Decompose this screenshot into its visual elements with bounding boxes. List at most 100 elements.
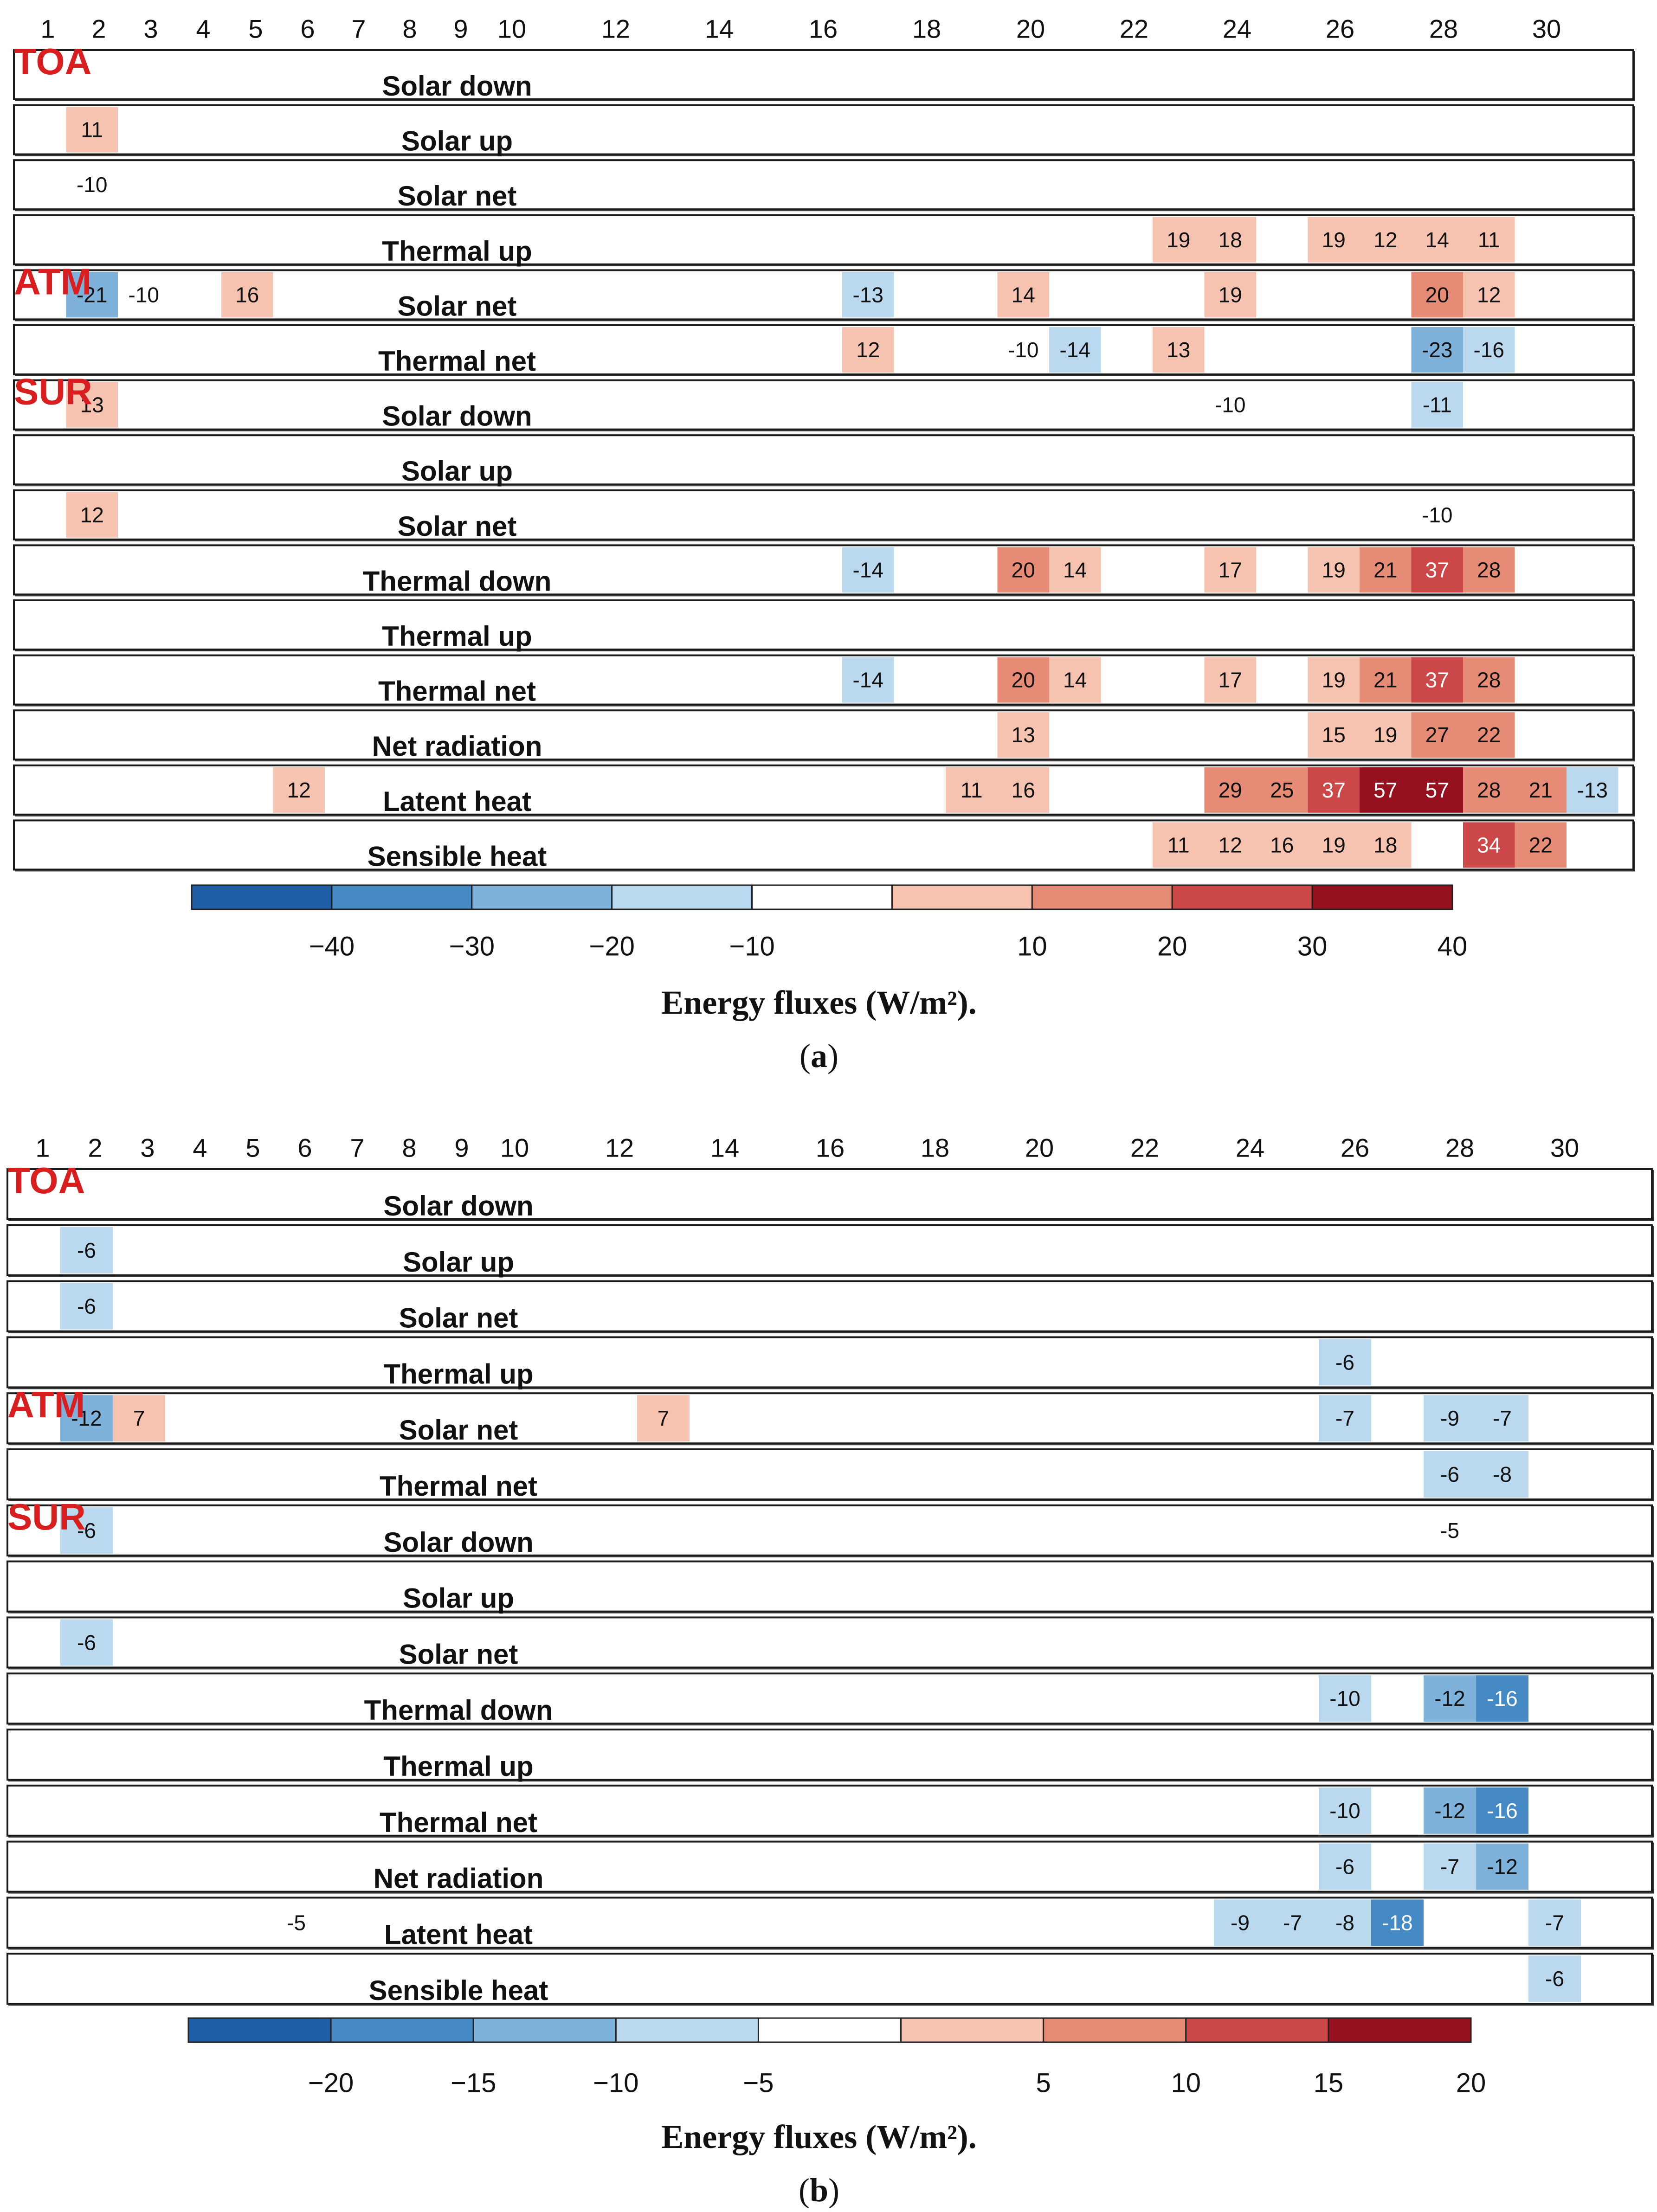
row-frame bbox=[6, 1280, 1653, 1332]
group-label: ATM bbox=[14, 261, 91, 302]
row-label: Solar up bbox=[403, 1583, 514, 1614]
row-label: Thermal down bbox=[363, 566, 552, 597]
x-tick-label: 16 bbox=[816, 1133, 845, 1163]
cell-value-label: 37 bbox=[1425, 558, 1449, 582]
x-tick-label: 28 bbox=[1445, 1133, 1474, 1163]
heatmap-cell bbox=[1319, 1675, 1371, 1722]
cell-value-label: 21 bbox=[1373, 668, 1397, 692]
cell-value-label: 14 bbox=[1012, 283, 1035, 307]
colorbar-segment bbox=[330, 2017, 474, 2043]
heatmap-cell bbox=[221, 272, 273, 318]
x-tick-label: 9 bbox=[454, 1133, 469, 1163]
heatmap-cell bbox=[1476, 1843, 1528, 1890]
heatmap-cell bbox=[1204, 547, 1256, 593]
heatmap-cell bbox=[1411, 492, 1463, 538]
row-label: Solar net bbox=[399, 1303, 518, 1334]
x-tick-label: 26 bbox=[1341, 1133, 1369, 1163]
heatmap-row: Solar down bbox=[13, 49, 1635, 102]
colorbar-tick-label: −20 bbox=[589, 932, 634, 962]
x-tick-label: 30 bbox=[1550, 1133, 1579, 1163]
row-label: Thermal net bbox=[378, 346, 536, 377]
heatmap-cell bbox=[1360, 547, 1412, 593]
heatmap-cell bbox=[1567, 767, 1618, 813]
heatmap-row: -10 -12 -16 Thermal net bbox=[6, 1784, 1654, 1838]
cell-value-label: 12 bbox=[80, 503, 104, 527]
heatmap-cell bbox=[1411, 217, 1463, 263]
cell-value-label: 17 bbox=[1219, 558, 1242, 582]
heatmap-cell bbox=[1204, 767, 1256, 813]
row-frame bbox=[13, 489, 1634, 540]
x-tick-label: 1 bbox=[35, 1133, 50, 1163]
cell-value-label: -18 bbox=[1382, 1910, 1412, 1935]
cell-value-label: -12 bbox=[1487, 1855, 1517, 1879]
cell-value-label: 12 bbox=[1477, 283, 1501, 307]
cell-value-label: 37 bbox=[1322, 778, 1346, 802]
colorbar-segment bbox=[1171, 884, 1313, 910]
heatmap-cell bbox=[1319, 1787, 1371, 1834]
x-tick-label: 6 bbox=[300, 14, 315, 44]
cell-value-label: -6 bbox=[77, 1630, 96, 1654]
heatmap-cell bbox=[1476, 1451, 1528, 1498]
row-label: Latent heat bbox=[383, 786, 531, 817]
cell-value-label: 28 bbox=[1477, 668, 1501, 692]
cell-value-label: 16 bbox=[1270, 833, 1294, 857]
row-label: Thermal up bbox=[382, 621, 532, 652]
heatmap-cell bbox=[842, 272, 894, 318]
heatmap-row: 13 -10 -11 Solar down bbox=[13, 379, 1635, 432]
heatmap-row: -12 7 7 -7 -9 -7 Solar net bbox=[6, 1392, 1654, 1446]
heatmap-cell bbox=[1308, 767, 1360, 813]
cell-value-label: 37 bbox=[1425, 668, 1449, 692]
heatmap-cell bbox=[1204, 272, 1256, 318]
x-tick-label: 24 bbox=[1223, 14, 1251, 44]
row-label: Solar down bbox=[382, 71, 532, 102]
heatmap-cell bbox=[1319, 1339, 1371, 1386]
heatmap-cell bbox=[60, 1507, 113, 1554]
x-tick-label: 28 bbox=[1429, 14, 1458, 44]
heatmap-cell bbox=[1049, 547, 1101, 593]
x-tick-label: 10 bbox=[497, 14, 526, 44]
row-label: Solar net bbox=[398, 290, 517, 322]
heatmap-row: -10 -12 -16 Thermal down bbox=[6, 1672, 1654, 1726]
figure-caption: Energy fluxes (W/m²). bbox=[661, 984, 977, 1021]
heatmap-cell bbox=[1463, 327, 1515, 373]
cell-value-label: -6 bbox=[1335, 1350, 1354, 1374]
cell-value-label: 22 bbox=[1477, 723, 1501, 747]
heatmap-row: -6 Thermal up bbox=[6, 1336, 1654, 1389]
heatmap-cell bbox=[270, 1899, 322, 1946]
heatmap-cell bbox=[66, 492, 118, 538]
heatmap-cell bbox=[997, 712, 1049, 758]
cell-value-label: -16 bbox=[1487, 1799, 1517, 1823]
heatmap-cell bbox=[1308, 217, 1360, 263]
row-frame bbox=[6, 1729, 1653, 1781]
row-label: Net radiation bbox=[372, 731, 542, 762]
heatmap-cell bbox=[842, 327, 894, 373]
heatmap-cell bbox=[60, 1619, 113, 1666]
colorbar-tick-label: 30 bbox=[1297, 932, 1328, 962]
group-label: SUR bbox=[14, 371, 92, 412]
cell-value-label: 12 bbox=[856, 338, 880, 362]
row-label: Solar up bbox=[401, 126, 513, 157]
cell-value-label: -16 bbox=[1474, 338, 1504, 362]
cell-value-label: 7 bbox=[133, 1406, 145, 1430]
heatmap-cell bbox=[997, 272, 1049, 318]
colorbar-tick-label: 5 bbox=[1036, 2068, 1051, 2098]
cell-value-label: 11 bbox=[1167, 833, 1190, 857]
cell-value-label: 19 bbox=[1373, 723, 1397, 747]
heatmap-cell bbox=[1256, 767, 1308, 813]
group-label: ATM bbox=[7, 1384, 85, 1425]
heatmap-row: -6 Solar net bbox=[6, 1616, 1654, 1670]
heatmap-cell bbox=[1515, 822, 1567, 868]
x-tick-label: 18 bbox=[912, 14, 941, 44]
x-tick-label: 2 bbox=[88, 1133, 102, 1163]
cell-value-label: -5 bbox=[1440, 1518, 1459, 1543]
panel-tag-letter: b bbox=[810, 2172, 828, 2209]
cell-value-label: 16 bbox=[235, 283, 259, 307]
heatmap-cell bbox=[1153, 217, 1205, 263]
cell-value-label: -14 bbox=[853, 558, 883, 582]
heatmap-cell bbox=[1360, 712, 1412, 758]
heatmap-cell bbox=[1153, 822, 1205, 868]
cell-value-label: -9 bbox=[1231, 1910, 1250, 1935]
cell-value-label: -6 bbox=[77, 1294, 96, 1318]
